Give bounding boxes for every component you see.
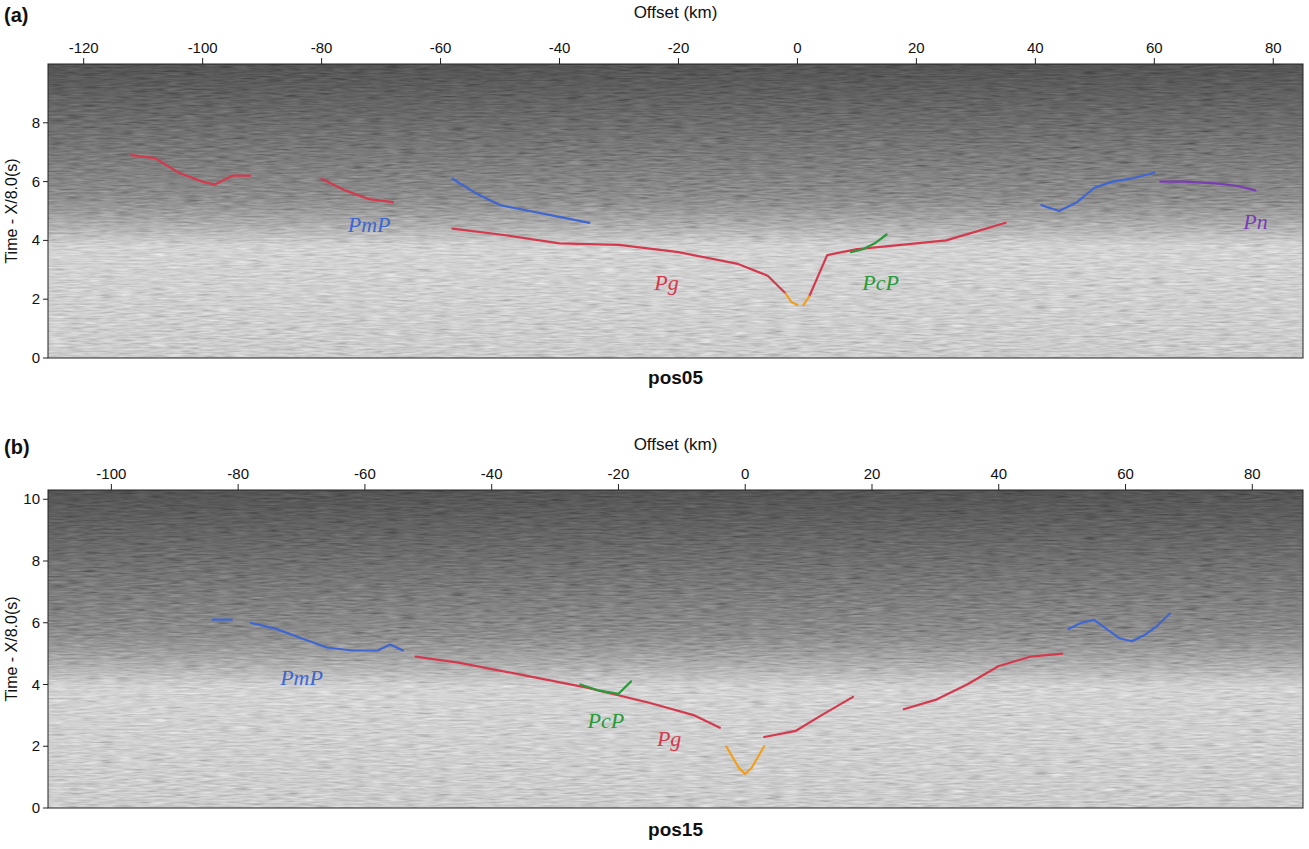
x-tick-label: -40 (549, 39, 571, 56)
y-tick (43, 358, 48, 359)
phase-label: PcP (861, 270, 899, 295)
x-tick (916, 58, 917, 64)
y-tick (43, 561, 48, 562)
x-tick-label: -60 (354, 465, 376, 482)
record-shade (48, 490, 1303, 808)
x-tick (1252, 484, 1253, 490)
x-tick-label: 20 (864, 465, 881, 482)
y-tick-label: 4 (32, 231, 40, 248)
pick-line (851, 235, 887, 253)
y-tick (43, 499, 48, 500)
phase-label: Pg (656, 726, 681, 751)
x-tick-label: -40 (481, 465, 503, 482)
plot-frame (48, 490, 1303, 808)
pick-line (1160, 182, 1255, 191)
y-tick (43, 684, 48, 685)
x-tick-label: 40 (1027, 39, 1044, 56)
x-tick-label: -80 (227, 465, 249, 482)
x-tick (1035, 58, 1036, 64)
x-tick (321, 58, 322, 64)
y-tick (43, 122, 48, 123)
x-tick-label: 80 (1265, 39, 1282, 56)
y-tick-label: 6 (32, 614, 40, 631)
panel-title: pos05 (648, 367, 703, 388)
phase-label: PmP (347, 212, 391, 237)
x-tick (871, 484, 872, 490)
x-tick (440, 58, 441, 64)
phase-label: Pg (653, 270, 678, 295)
x-tick (618, 484, 619, 490)
phase-label: PmP (279, 665, 323, 690)
x-tick (491, 484, 492, 490)
pick-line (131, 155, 1005, 296)
x-axis-title: Offset (km) (634, 3, 718, 22)
y-tick (43, 622, 48, 623)
picks (131, 155, 1255, 305)
x-tick (559, 58, 560, 64)
y-tick (43, 240, 48, 241)
pick-line (726, 746, 764, 774)
pick-line (786, 293, 810, 305)
x-tick-label: 0 (741, 465, 749, 482)
y-tick-label: 6 (32, 173, 40, 190)
panel: -100 -80 -60 -40 -20 0 20 40 60 80 Offset (km) 0 2 4 6… (3, 435, 1303, 840)
x-tick (1125, 484, 1126, 490)
record-shade (48, 64, 1303, 358)
x-tick (745, 484, 746, 490)
panel-letter: (a) (4, 4, 28, 26)
panel-letter: (b) (4, 436, 30, 458)
x-tick (1154, 58, 1155, 64)
y-tick-label: 0 (32, 799, 40, 816)
y-axis-title: Time - X/8.0(s) (3, 158, 20, 263)
x-tick (1273, 58, 1274, 64)
x-tick-label: -100 (96, 465, 126, 482)
x-tick-label: 40 (990, 465, 1007, 482)
record-section (48, 490, 1303, 808)
x-tick (797, 58, 798, 64)
y-tick (43, 746, 48, 747)
x-axis-title: Offset (km) (634, 435, 718, 454)
pick-line (453, 173, 1155, 223)
pick-line (213, 614, 1170, 651)
y-tick-label: 0 (32, 349, 40, 366)
x-tick-label: 80 (1244, 465, 1261, 482)
panel: -120-100-80-60-40-20020406080Offset (km)… (3, 3, 1303, 388)
x-tick (238, 484, 239, 490)
x-tick-label: -20 (668, 39, 690, 56)
picks (213, 614, 1170, 775)
x-tick-label: -60 (430, 39, 452, 56)
x-tick-label: -20 (608, 465, 630, 482)
x-tick-label: 60 (1117, 465, 1134, 482)
y-tick (43, 808, 48, 809)
y-tick-label: 10 (23, 490, 40, 507)
phase-label: PcP (586, 708, 624, 733)
figure: -120-100-80-60-40-20020406080Offset (km)… (0, 0, 1309, 849)
x-tick-label: -80 (311, 39, 333, 56)
x-tick (202, 58, 203, 64)
x-tick (678, 58, 679, 64)
x-tick-label: 60 (1146, 39, 1163, 56)
pick-line (416, 654, 1063, 737)
y-tick-label: 2 (32, 737, 40, 754)
x-tick-label: 0 (793, 39, 801, 56)
panel-title: pos15 (648, 819, 703, 840)
pick-line (580, 681, 631, 693)
record-section (48, 64, 1303, 358)
x-tick (83, 58, 84, 64)
x-tick-label: -120 (69, 39, 99, 56)
y-tick (43, 181, 48, 182)
y-tick (43, 299, 48, 300)
y-tick-label: 8 (32, 552, 40, 569)
x-tick (111, 484, 112, 490)
y-tick-label: 2 (32, 290, 40, 307)
x-tick-label: -100 (188, 39, 218, 56)
y-axis-title: Time - X/8.0(s) (3, 596, 20, 701)
x-tick (364, 484, 365, 490)
plot-frame (48, 64, 1303, 358)
phase-label: Pn (1242, 209, 1267, 234)
x-tick-label: 20 (908, 39, 925, 56)
x-tick (998, 484, 999, 490)
y-tick-label: 8 (32, 114, 40, 131)
y-tick-label: 4 (32, 676, 40, 693)
